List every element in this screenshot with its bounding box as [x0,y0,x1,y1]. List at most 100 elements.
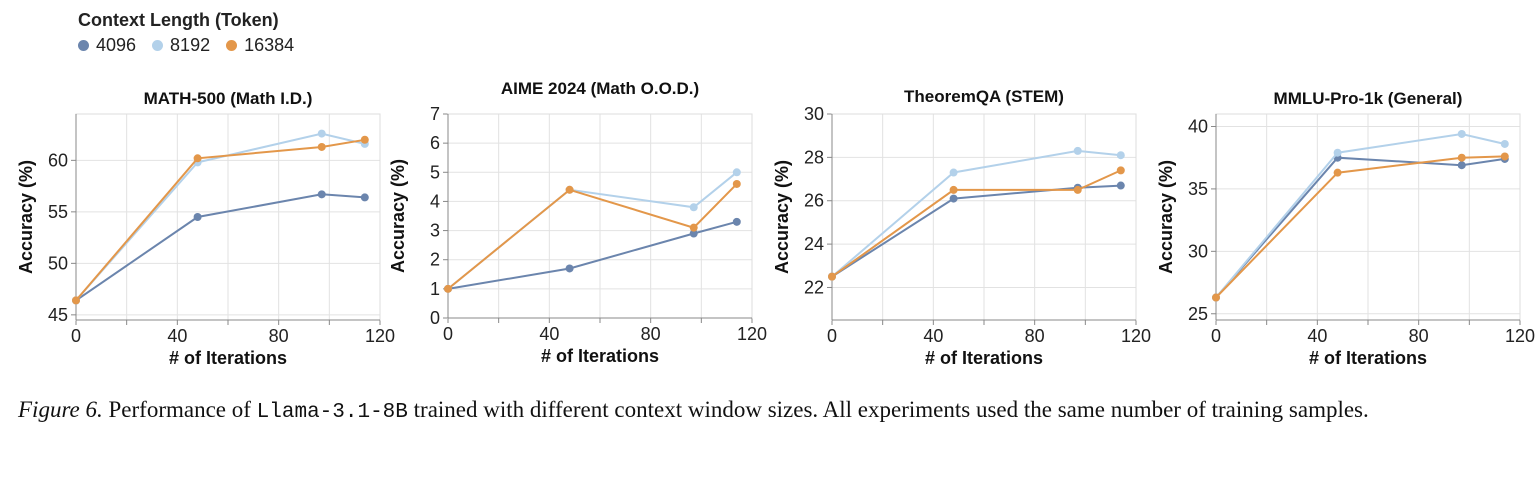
data-point-16384 [565,185,574,194]
data-point-16384 [1116,166,1125,175]
data-point-4096 [689,229,698,238]
data-point-16384 [1457,153,1466,162]
y-tick-label: 5 [430,162,440,182]
figure-caption: Figure 6. Performance of Llama-3.1-8B tr… [18,393,1528,429]
x-tick-label: 80 [269,326,289,346]
chart-panel-3: 22 24 26 28 30 0 40 80 120 TheoremQA (STEM) # of I… [772,87,1151,368]
data-point-8192 [1333,148,1342,157]
caption-lead: Figure 6. [18,397,103,422]
data-point-4096 [949,194,958,203]
caption-text-before: Performance of [108,397,251,422]
x-tick-label: 40 [167,326,187,346]
chart-title: TheoremQA (STEM) [904,87,1064,106]
data-point-4096 [1457,161,1466,170]
y-axis-label: Accuracy (%) [388,159,408,273]
legend-swatch-16384 [226,40,238,51]
x-tick-label: 120 [737,324,767,344]
x-tick-label: 80 [1025,326,1045,346]
legend-label-8192: 8192 [170,35,211,55]
x-tick-label: 120 [365,326,395,346]
x-axis-label: # of Iterations [169,348,287,368]
x-tick-label: 120 [1505,326,1535,346]
data-point-8192 [1116,151,1125,160]
data-point-16384 [1212,293,1220,302]
y-tick-label: 30 [1188,241,1208,261]
y-tick-label: 4 [430,191,440,211]
x-tick-label: 0 [827,326,837,346]
y-tick-label: 50 [48,253,68,273]
series-line-4096 [447,220,738,290]
y-tick-label: 0 [430,308,440,328]
y-tick-label: 22 [804,277,824,297]
data-point-8192 [317,129,326,138]
y-axis-label: Accuracy (%) [16,160,36,274]
x-tick-label: 120 [1121,326,1151,346]
data-point-16384 [1333,168,1342,177]
series-line-16384 [447,183,738,290]
x-tick-label: 80 [641,324,661,344]
data-point-8192 [732,168,741,177]
x-tick-label: 80 [1409,326,1429,346]
data-point-16384 [72,296,80,305]
x-tick-label: 0 [71,326,81,346]
y-tick-label: 25 [1188,304,1208,324]
y-tick-label: 24 [804,234,824,254]
legend-item-16384: 16384 [226,35,294,56]
caption-model: Llama-3.1-8B [256,401,408,424]
data-point-8192 [1073,146,1082,155]
series-line-8192 [75,132,366,302]
data-point-16384 [949,185,958,194]
y-tick-label: 55 [48,202,68,222]
data-point-16384 [1073,185,1082,194]
y-axis-label: Accuracy (%) [1156,160,1176,274]
legend-item-8192: 8192 [152,35,210,56]
series-line-8192 [831,149,1121,278]
data-point-16384 [1500,152,1509,161]
y-tick-label: 60 [48,150,68,170]
y-tick-label: 40 [1188,116,1208,136]
series-line-8192 [1215,132,1506,299]
y-tick-label: 7 [430,104,440,124]
data-point-16384 [732,179,741,188]
series-line-4096 [75,193,365,302]
y-tick-label: 3 [430,221,440,241]
data-point-8192 [949,168,958,177]
data-point-8192 [1457,129,1466,138]
x-tick-label: 40 [1307,326,1327,346]
data-point-16384 [317,142,326,151]
data-point-16384 [360,135,369,144]
x-axis-label: # of Iterations [541,346,659,366]
caption-text-after: trained with different context window si… [413,397,1369,422]
data-point-16384 [828,272,836,281]
legend-swatch-8192 [152,40,164,51]
y-tick-label: 30 [804,104,824,124]
y-tick-label: 6 [430,133,440,153]
data-point-16384 [193,154,202,163]
data-point-8192 [689,203,698,212]
x-tick-label: 40 [539,324,559,344]
chart-title: MATH-500 (Math I.D.) [144,89,313,108]
chart-panel-1: 45 50 55 60 0 40 80 120 MATH-500 (Math I.D.) # of… [16,89,395,368]
y-tick-label: 28 [804,147,824,167]
data-point-4096 [360,193,369,202]
data-point-4096 [1116,181,1125,190]
chart-title: MMLU-Pro-1k (General) [1274,89,1463,108]
y-tick-label: 2 [430,250,440,270]
chart-panel-2: 0 1 2 3 4 5 6 7 0 40 80 120 AIME 2024 (Math O.O.D.) #… [388,79,767,366]
series-line-16384 [1215,155,1505,299]
data-point-4096 [317,190,326,199]
series-line-16384 [831,169,1122,278]
y-tick-label: 26 [804,191,824,211]
legend-item-4096: 4096 [78,35,136,56]
series-line-4096 [1215,156,1505,299]
legend-title: Context Length (Token) [78,10,279,30]
y-tick-label: 1 [430,279,440,299]
data-point-16384 [689,223,698,232]
data-point-4096 [193,213,202,221]
legend-items: 4096 8192 16384 [78,35,294,56]
data-point-8192 [1500,139,1509,148]
x-axis-label: # of Iterations [1309,348,1427,368]
x-tick-label: 40 [923,326,943,346]
x-tick-label: 0 [443,324,453,344]
